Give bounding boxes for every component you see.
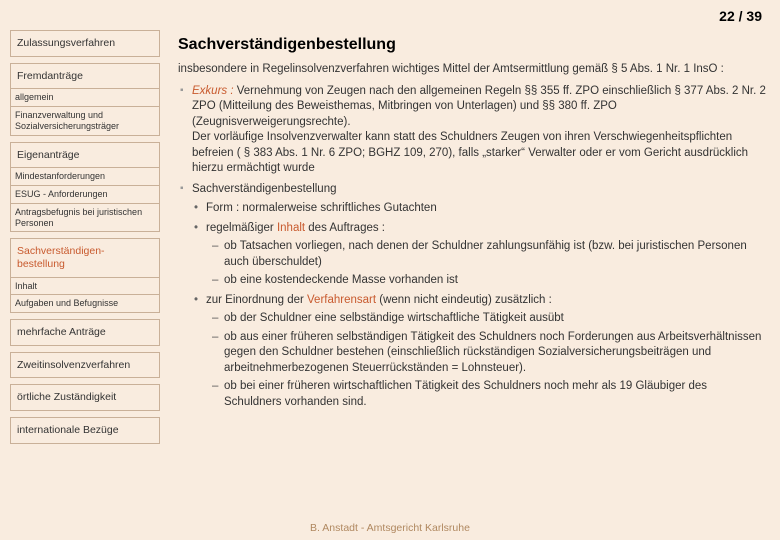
sidebar-item[interactable]: Eigenanträge <box>10 142 160 169</box>
content-list: Exkurs : Vernehmung von Zeugen nach den … <box>178 84 766 411</box>
sidebar-item[interactable]: Zulassungsverfahren <box>10 30 160 57</box>
bullet-l2: Form : normalerweise schriftliches Gutac… <box>194 201 766 217</box>
sidebar-item[interactable]: Sachverständigen- bestellung <box>10 238 160 277</box>
content-intro: insbesondere in Regelinsolvenzverfahren … <box>178 62 766 78</box>
content-title: Sachverständigenbestellung <box>178 36 766 54</box>
bullet-l3: ob eine kostendeckende Masse vorhanden i… <box>212 273 766 289</box>
sidebar-item[interactable]: Zweitinsolvenzverfahren <box>10 352 160 379</box>
sidebar-subitem[interactable]: Aufgaben und Befugnisse <box>10 295 160 313</box>
bullet-l3: ob bei einer früheren wirtschaftlichen T… <box>212 379 766 410</box>
sidebar-item[interactable]: internationale Bezüge <box>10 417 160 444</box>
page-container: Zulassungsverfahren Fremdanträgeallgemein… <box>0 0 780 450</box>
bullet-l2: zur Einordnung der Verfahrensart (wenn n… <box>194 293 766 411</box>
sidebar-subitem[interactable]: Inhalt <box>10 278 160 296</box>
bullet-l3: ob aus einer früheren selbständigen Täti… <box>212 330 766 377</box>
bullet-l3: ob Tatsachen vorliegen, nach denen der S… <box>212 239 766 270</box>
bullet-l1: SachverständigenbestellungForm : normale… <box>178 182 766 411</box>
sidebar-subitem[interactable]: Mindestanforderungen <box>10 168 160 186</box>
sidebar-subitem[interactable]: allgemein <box>10 89 160 107</box>
main-content: Sachverständigenbestellung insbesondere … <box>172 30 780 450</box>
page-number: 22 / 39 <box>719 8 762 24</box>
sidebar: Zulassungsverfahren Fremdanträgeallgemein… <box>0 30 172 450</box>
sidebar-item[interactable]: mehrfache Anträge <box>10 319 160 346</box>
sidebar-subitem[interactable]: Antragsbefugnis bei juristischen Persone… <box>10 204 160 233</box>
sidebar-item[interactable]: örtliche Zuständigkeit <box>10 384 160 411</box>
sidebar-item[interactable]: Fremdanträge <box>10 63 160 90</box>
sidebar-subitem[interactable]: ESUG - Anforderungen <box>10 186 160 204</box>
sidebar-subitem[interactable]: Finanzverwaltung und Sozialversicherungs… <box>10 107 160 136</box>
bullet-l2: regelmäßiger Inhalt des Auftrages :ob Ta… <box>194 221 766 289</box>
bullet-l3: ob der Schuldner eine selbständige wirts… <box>212 311 766 327</box>
footer: B. Anstadt - Amtsgericht Karlsruhe <box>0 522 780 534</box>
bullet-l1: Exkurs : Vernehmung von Zeugen nach den … <box>178 84 766 177</box>
